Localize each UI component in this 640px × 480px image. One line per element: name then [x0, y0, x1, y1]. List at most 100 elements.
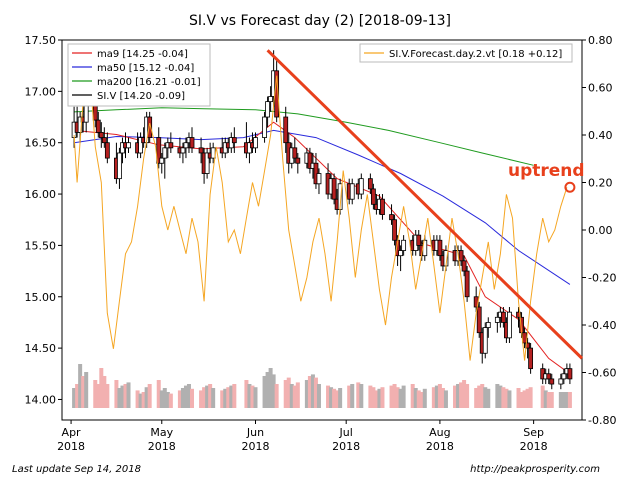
y-left-tick-label: 16.00	[25, 188, 57, 201]
candle-body	[156, 137, 162, 164]
ma50-line	[74, 129, 571, 285]
y-right-tick-label: -0.60	[588, 367, 616, 380]
y-right-tick-label: -0.80	[588, 414, 616, 427]
y-left-tick-label: 17.00	[25, 85, 57, 98]
volume-bar	[105, 384, 110, 408]
candle-body	[331, 178, 337, 200]
volume-bar	[274, 384, 279, 408]
volume-bar	[313, 377, 318, 408]
y-left-tick-label: 16.50	[25, 137, 57, 150]
volume-bar	[229, 385, 234, 408]
y-right-tick-label: -0.20	[588, 272, 616, 285]
y-right-tick-label: 0.20	[588, 177, 613, 190]
volume-bar	[120, 385, 125, 408]
candle-body	[265, 101, 270, 118]
volume-bar	[247, 384, 252, 408]
candle-body	[482, 327, 488, 354]
candle-body	[389, 214, 394, 221]
candle-body	[95, 119, 101, 133]
candlesticks	[71, 50, 573, 390]
candle-body	[500, 311, 506, 323]
volume-bar	[561, 392, 566, 408]
volume-bar	[102, 376, 107, 408]
volume-bar	[567, 392, 572, 408]
legend-label: ma200 [16.21 -0.01]	[97, 77, 201, 88]
candle-body	[476, 306, 482, 334]
candle-body	[295, 157, 301, 164]
candle-body	[561, 373, 567, 380]
volume-bar	[159, 390, 164, 408]
y-right-tick-label: -0.40	[588, 319, 616, 332]
volume-bar	[549, 392, 554, 408]
candle-body	[98, 132, 104, 138]
volume-bar	[144, 387, 149, 408]
volume-bar	[453, 385, 458, 408]
volume-bar	[416, 390, 421, 408]
candle-body	[147, 116, 153, 138]
candle-body	[101, 137, 107, 144]
volume-bar	[335, 390, 340, 408]
volume-bar	[546, 392, 551, 408]
x-tick-label: Apr	[62, 426, 82, 439]
candle-body	[162, 147, 168, 159]
volume-bar	[392, 384, 397, 408]
volume-bar	[202, 387, 207, 408]
forecast-path	[73, 63, 568, 361]
candle-body	[117, 152, 122, 180]
volume-bar	[292, 385, 297, 408]
ma9-path	[74, 121, 571, 375]
volume-bar	[525, 388, 530, 408]
candle-body	[189, 137, 195, 149]
legend-label: ma50 [15.12 -0.04]	[97, 63, 194, 74]
candle-body	[168, 142, 174, 149]
footer-last-update: Last update Sep 14, 2018	[12, 464, 141, 475]
candle-body	[283, 116, 289, 144]
volume-bar	[522, 390, 527, 408]
volume-bar	[486, 388, 491, 408]
candle-body	[307, 152, 313, 169]
volume-bar	[244, 380, 249, 408]
volume-bar	[410, 384, 415, 408]
candle-body	[549, 378, 555, 385]
volume-bar	[186, 384, 191, 408]
volume-bar	[165, 392, 170, 408]
volume-bar	[253, 387, 258, 408]
volume-bar	[183, 385, 188, 408]
candle-body	[183, 142, 189, 149]
candle-body	[380, 198, 385, 215]
ma200-path	[74, 107, 534, 166]
volume-bar	[316, 384, 321, 408]
volume-bar	[434, 385, 439, 408]
volume-bar	[347, 385, 352, 408]
ma9-line	[74, 121, 571, 375]
volume-bar	[465, 384, 470, 408]
forecast-line	[73, 63, 568, 361]
volume-bar	[307, 376, 312, 408]
volume-bar	[326, 385, 331, 408]
volume-bar	[516, 388, 521, 408]
x-tick-label-year: 2018	[241, 440, 269, 453]
footer-url: http://peakprosperity.com	[470, 464, 600, 475]
volume-bar	[456, 384, 461, 408]
candle-body	[159, 157, 165, 164]
volume-bar	[162, 388, 167, 408]
volume-bar	[540, 385, 545, 408]
candle-body	[316, 173, 322, 185]
volume-bar	[395, 387, 400, 408]
candle-body	[528, 347, 534, 370]
volume-bar	[543, 390, 548, 408]
volume-bar	[295, 382, 300, 408]
candle-body	[104, 142, 110, 159]
y-left-tick-label: 15.00	[25, 291, 57, 304]
volume-bar	[419, 392, 424, 408]
volume-bar	[371, 387, 376, 408]
candle-body	[77, 116, 83, 133]
volume-bar	[356, 382, 361, 408]
y-left-tick-label: 14.50	[25, 342, 57, 355]
volume-bar	[117, 388, 122, 408]
volume-bar	[223, 388, 228, 408]
candle-body	[437, 239, 443, 257]
volume-bar	[474, 388, 479, 408]
trendline	[266, 49, 584, 360]
x-tick-label-year: 2018	[426, 440, 454, 453]
